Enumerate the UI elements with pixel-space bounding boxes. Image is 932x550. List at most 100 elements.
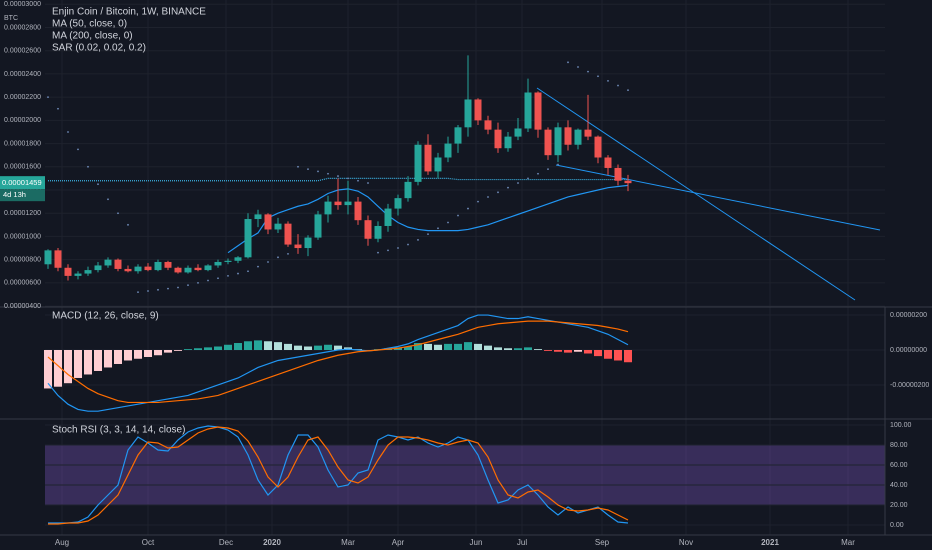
sar-dot (87, 165, 89, 168)
candle-body (554, 127, 562, 156)
y-tick-label: 0.00002800 (4, 24, 41, 31)
macd-histogram-bar (414, 343, 422, 351)
macd-histogram-bar (534, 349, 542, 351)
sar-dot (277, 256, 279, 259)
macd-histogram-bar (44, 350, 52, 389)
candle-body (344, 201, 352, 206)
candle-body (504, 136, 512, 149)
time-label: 2021 (761, 538, 779, 547)
macd-histogram-bar (584, 350, 592, 354)
candle-body (564, 127, 572, 145)
macd-histogram-bar (544, 350, 552, 351)
sar-dot (467, 207, 469, 210)
sar-dot (417, 239, 419, 241)
macd-histogram-bar (274, 342, 282, 351)
indicator-title[interactable]: Stoch RSI (3, 3, 14, 14, close) (52, 425, 185, 436)
macd-histogram-bar (64, 350, 72, 384)
trend-line[interactable] (555, 164, 881, 231)
candle-body (114, 259, 122, 269)
candle-body (464, 99, 472, 128)
candle-body (494, 129, 502, 149)
candle-body (534, 92, 542, 130)
sar-dot (537, 172, 539, 175)
macd-histogram-bar (294, 345, 302, 351)
sar-dot (377, 251, 379, 254)
stoch-line (48, 425, 629, 524)
candle-body (404, 181, 412, 199)
macd-histogram-bar (424, 343, 432, 351)
sar-dot (137, 291, 139, 294)
macd-histogram-bar (264, 341, 272, 351)
candle-body (304, 237, 312, 249)
macd-histogram-bar (314, 345, 322, 351)
candle-body (444, 143, 452, 158)
y-tick-label: 0.00000000 (890, 347, 927, 354)
macd-histogram-bar (114, 350, 122, 364)
y-tick-label: 0.00000800 (4, 256, 41, 263)
trend-line[interactable] (536, 87, 856, 301)
macd-histogram-bar (594, 350, 602, 357)
candle-body (194, 267, 202, 271)
macd-histogram-bar (624, 350, 632, 363)
macd-histogram-bar (144, 350, 152, 357)
sar-dot (237, 272, 239, 275)
time-label: Mar (341, 538, 355, 547)
macd-histogram-bar (214, 346, 222, 351)
sar-dot (447, 221, 449, 224)
candle-body (574, 129, 582, 145)
candle-body (154, 261, 162, 271)
y-tick-label: 0.00002000 (4, 117, 41, 124)
y-tick-label: 0.00002200 (4, 94, 41, 101)
indicator-title[interactable]: MACD (12, 26, close, 9) (52, 311, 159, 322)
macd-line (47, 320, 629, 404)
sar-dot (397, 247, 399, 249)
y-tick-label: 40.00 (890, 482, 908, 489)
candle-body (184, 267, 192, 273)
candle-body (204, 265, 212, 271)
sar-dot (347, 177, 349, 180)
candle-body (434, 157, 442, 172)
stoch-band (45, 445, 885, 505)
sar-dot (627, 89, 629, 92)
sar-dot (457, 214, 459, 217)
candle-body (84, 270, 92, 274)
candle-body (214, 261, 222, 266)
macd-histogram-bar (104, 350, 112, 368)
candle-body (474, 99, 482, 121)
legend-entry[interactable]: MA (200, close, 0) (52, 31, 133, 42)
symbol-title[interactable]: Enjin Coin / Bitcoin, 1W, BINANCE (52, 7, 206, 18)
candle-body (144, 266, 152, 271)
sar-dot (97, 183, 99, 186)
candle-body (544, 129, 552, 156)
candle-body (234, 257, 242, 261)
sar-dot (247, 270, 249, 273)
macd-histogram-bar (554, 350, 562, 352)
macd-histogram-bar (194, 348, 202, 351)
macd-histogram-bar (254, 340, 262, 351)
candle-body (124, 268, 132, 272)
time-label: Jun (470, 538, 483, 547)
candle-body (334, 201, 342, 206)
candle-body (94, 265, 102, 271)
time-label: Nov (679, 538, 693, 547)
sar-dot (327, 172, 329, 175)
macd-histogram-bar (284, 343, 292, 351)
legend-entry[interactable]: MA (50, close, 0) (52, 19, 127, 30)
candle-body (384, 208, 392, 226)
sar-dot (587, 70, 589, 73)
macd-histogram-bar (164, 350, 172, 353)
grid (45, 0, 885, 535)
candle-body (414, 144, 422, 182)
legend-entry[interactable]: SAR (0.02, 0.02, 0.2) (52, 43, 146, 54)
sar-dot (307, 168, 309, 171)
sar-dot (597, 75, 599, 78)
sar-dot (127, 223, 129, 226)
macd-histogram-bar (454, 343, 462, 351)
y-tick-label: 0.00000400 (4, 303, 41, 310)
time-label: Sep (595, 538, 610, 547)
y-tick-label: 0.00 (890, 522, 904, 529)
time-label: Jul (517, 538, 527, 547)
y-tick-label: 0.00000200 (890, 312, 927, 319)
candle-body (394, 198, 402, 209)
